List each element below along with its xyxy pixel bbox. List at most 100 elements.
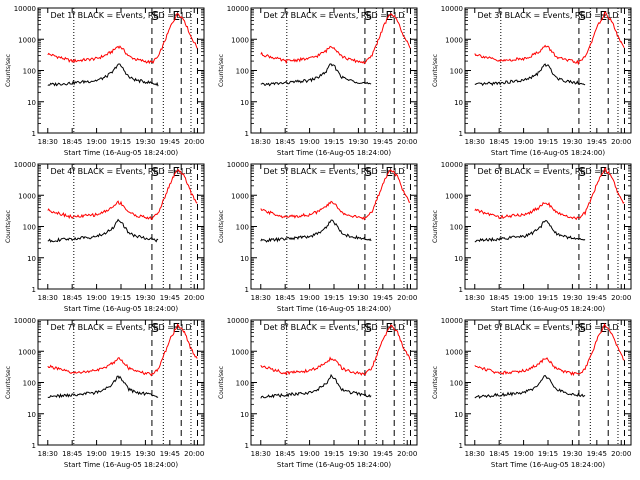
- x-axis-label: Start Time (16-Aug-05 18:24:00): [64, 149, 178, 157]
- x-tick-label: 20:00: [397, 294, 417, 302]
- x-tick-label: 19:45: [160, 294, 180, 302]
- panel-det-5: Det 5f BLACK = Events, RED = LLD Counts/s…: [218, 161, 418, 313]
- x-tick-label: 18:30: [251, 450, 271, 458]
- y-tick-label: 1: [459, 286, 463, 294]
- x-tick-label: 19:00: [299, 294, 319, 302]
- y-tick-label: 10: [454, 411, 463, 419]
- x-tick-label: 20:00: [611, 294, 631, 302]
- x-tick-label: 18:30: [38, 294, 58, 302]
- y-tick-label: 1: [32, 130, 36, 138]
- panel-det-3: Det 3f BLACK = Events, RED = LLD Counts/s…: [432, 5, 632, 157]
- x-tick-label: 18:45: [489, 450, 509, 458]
- x-tick-label: 18:30: [251, 138, 271, 146]
- y-tick-label: 10000: [227, 317, 249, 325]
- x-tick-label: 18:45: [62, 450, 82, 458]
- panel-det-6: Det 6f BLACK = Events, RED = LLD Counts/s…: [432, 161, 632, 313]
- marker-label-S: S: [578, 321, 586, 335]
- x-tick-label: 19:45: [373, 294, 393, 302]
- x-tick-label: 20:00: [611, 450, 631, 458]
- black-events-line: [260, 219, 372, 243]
- x-tick-label: 19:00: [513, 294, 533, 302]
- marker-label-S: S: [578, 165, 586, 179]
- y-axis-label: Counts/sec: [218, 54, 225, 87]
- y-tick-label: 100: [236, 380, 249, 388]
- red-lld-line: [47, 13, 198, 65]
- x-tick-label: 19:45: [373, 138, 393, 146]
- marker-label-S: S: [364, 165, 372, 179]
- y-tick-label: 100: [450, 224, 463, 232]
- x-tick-label: 19:15: [111, 294, 131, 302]
- black-events-line: [47, 218, 159, 243]
- y-tick-label: 10000: [227, 161, 249, 169]
- plot-frame: [250, 163, 418, 290]
- x-tick-label: 19:45: [587, 450, 607, 458]
- y-tick-label: 1000: [18, 36, 36, 44]
- y-tick-label: 1000: [445, 36, 463, 44]
- y-tick-label: 10000: [441, 5, 463, 13]
- x-tick-label: 19:45: [160, 138, 180, 146]
- x-tick-label: 20:00: [397, 450, 417, 458]
- marker-label-S: S: [151, 9, 159, 23]
- y-tick-label: 10000: [441, 317, 463, 325]
- panel-title: Det 5f BLACK = Events, RED = LLD: [263, 167, 404, 176]
- x-tick-label: 19:30: [562, 294, 582, 302]
- x-tick-label: 19:15: [538, 450, 558, 458]
- plot-frame: [464, 163, 632, 290]
- x-tick-label: 19:15: [324, 138, 344, 146]
- panel-title: Det 6f BLACK = Events, RED = LLD: [477, 167, 618, 176]
- x-tick-label: 19:15: [538, 294, 558, 302]
- red-lld-line: [474, 11, 625, 66]
- panel-det-7: Det 7f BLACK = Events, RED = LLD Counts/s…: [5, 317, 205, 469]
- black-events-line: [474, 374, 586, 399]
- black-events-line: [474, 219, 586, 243]
- x-tick-label: 19:15: [111, 450, 131, 458]
- panel-title: Det 9f BLACK = Events, RED = LLD: [477, 323, 618, 332]
- x-tick-label: 18:30: [38, 450, 58, 458]
- y-tick-label: 1000: [445, 192, 463, 200]
- y-tick-label: 10: [454, 99, 463, 107]
- plot-frame: [250, 7, 418, 134]
- x-tick-label: 19:00: [299, 138, 319, 146]
- x-tick-label: 18:30: [251, 294, 271, 302]
- marker-label-S: S: [151, 321, 159, 335]
- y-tick-label: 100: [23, 68, 36, 76]
- y-tick-label: 10: [240, 411, 249, 419]
- red-lld-line: [474, 167, 625, 221]
- red-lld-line: [260, 13, 411, 65]
- x-tick-label: 18:30: [465, 294, 485, 302]
- x-tick-label: 20:00: [397, 138, 417, 146]
- x-tick-label: 19:30: [348, 450, 368, 458]
- y-tick-label: 1: [245, 130, 249, 138]
- x-tick-label: 18:45: [489, 294, 509, 302]
- black-events-line: [260, 63, 372, 87]
- y-tick-label: 1000: [445, 348, 463, 356]
- x-axis-label: Start Time (16-Aug-05 18:24:00): [64, 461, 178, 469]
- y-axis-label: Counts/sec: [218, 210, 225, 243]
- x-tick-label: 19:00: [513, 138, 533, 146]
- y-tick-label: 100: [23, 380, 36, 388]
- x-axis-label: Start Time (16-Aug-05 18:24:00): [64, 305, 178, 313]
- y-tick-label: 100: [450, 68, 463, 76]
- panel-title: Det 2f BLACK = Events, RED = LLD: [263, 11, 404, 20]
- x-tick-label: 19:30: [562, 138, 582, 146]
- y-tick-label: 1000: [231, 192, 249, 200]
- panel-title: Det 3f BLACK = Events, RED = LLD: [477, 11, 618, 20]
- plot-frame: [464, 319, 632, 446]
- red-lld-line: [474, 322, 625, 377]
- y-tick-label: 100: [450, 380, 463, 388]
- y-tick-label: 100: [236, 224, 249, 232]
- x-tick-label: 19:15: [324, 294, 344, 302]
- y-tick-label: 10: [454, 255, 463, 263]
- x-tick-label: 19:45: [373, 450, 393, 458]
- plot-frame: [37, 7, 205, 134]
- panel-det-4: Det 4f BLACK = Events, RED = LLD Counts/s…: [5, 161, 205, 313]
- x-tick-label: 18:45: [62, 138, 82, 146]
- x-tick-label: 19:15: [538, 138, 558, 146]
- x-tick-label: 18:45: [275, 138, 295, 146]
- y-tick-label: 100: [23, 224, 36, 232]
- y-tick-label: 10: [27, 255, 36, 263]
- y-tick-label: 10000: [227, 5, 249, 13]
- plot-frame: [37, 319, 205, 446]
- y-axis-label: Counts/sec: [432, 366, 439, 399]
